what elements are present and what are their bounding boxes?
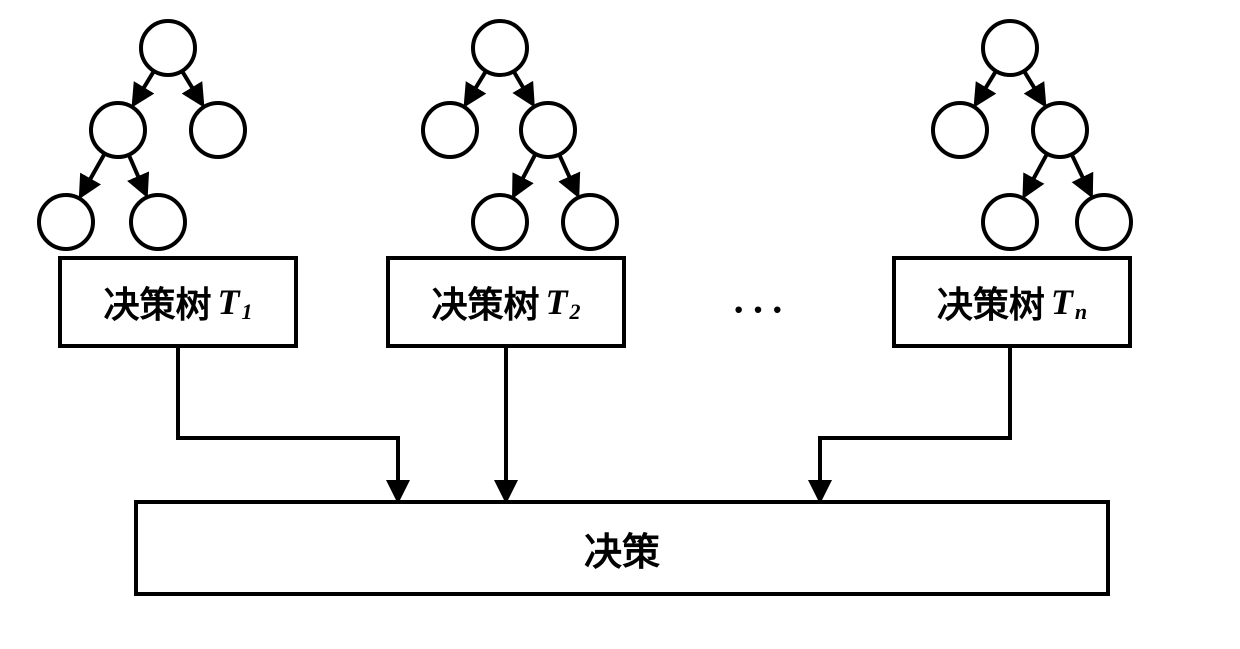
ellipsis: ··· (732, 286, 790, 333)
tree-label-var: T (218, 281, 240, 323)
tree-label-sub: 2 (570, 299, 581, 325)
tree-label-sub: n (1075, 299, 1087, 325)
tree-label-prefix: 决策树 (937, 276, 1045, 328)
tree-label-prefix: 决策树 (103, 276, 211, 328)
ellipsis-text: ··· (732, 287, 790, 332)
tree-label-sub: 1 (242, 299, 253, 325)
decision-box: 决策 (134, 500, 1110, 596)
decision-label: 决策 (584, 521, 660, 576)
tree-label-prefix: 决策树 (431, 276, 539, 328)
tree-label-var: T (1051, 281, 1073, 323)
tree-label-box-2: 决策树 T 2 (386, 256, 626, 348)
diagram-canvas: { "diagram": { "type": "flowchart", "bac… (0, 0, 1240, 649)
tree-label-var: T (546, 281, 568, 323)
tree-label-box-n: 决策树 T n (892, 256, 1132, 348)
tree-label-box-1: 决策树 T 1 (58, 256, 298, 348)
